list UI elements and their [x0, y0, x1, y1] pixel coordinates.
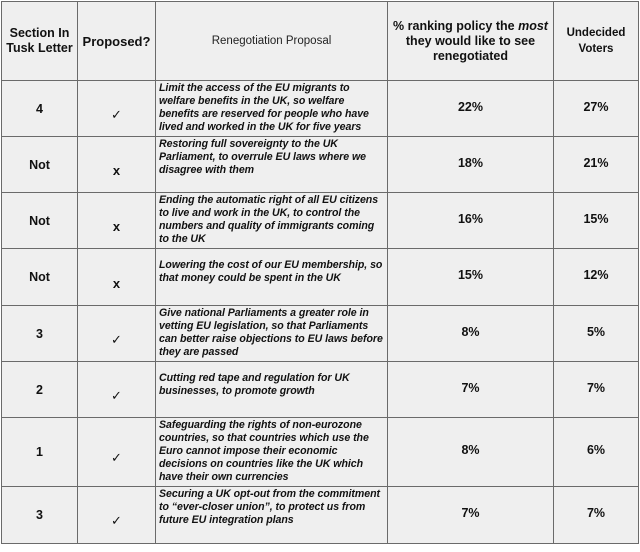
undecided-cell: 15% [553, 192, 639, 249]
proposed-cell: ✓ [77, 417, 156, 487]
undecided-cell: 12% [553, 248, 639, 306]
undecided-cell: 27% [553, 80, 639, 137]
undecided-value: 27% [583, 99, 609, 114]
proposed-mark: ✓ [111, 450, 122, 465]
header-ranking: % ranking policy the most they would lik… [387, 1, 554, 81]
undecided-cell: 6% [553, 417, 639, 487]
ranking-cell: 8% [387, 305, 554, 362]
proposal-cell: Give national Parliaments a greater role… [155, 305, 388, 362]
section-cell: 2 [1, 361, 78, 418]
proposed-cell: ✓ [77, 305, 156, 362]
undecided-cell: 7% [553, 486, 639, 544]
ranking-value: 22% [457, 99, 484, 114]
table-row: Not x Restoring full sovereignty to the … [1, 136, 639, 193]
header-proposed: Proposed? [77, 1, 156, 81]
table-row: 1 ✓ Safeguarding the rights of non-euroz… [1, 417, 639, 487]
header-section: Section In Tusk Letter [1, 1, 78, 81]
proposed-mark: x [112, 219, 121, 234]
proposal-cell: Limit the access of the EU migrants to w… [155, 80, 388, 137]
undecided-value: 21% [583, 155, 609, 170]
proposal-cell: Cutting red tape and regulation for UK b… [155, 361, 388, 418]
ranking-cell: 18% [387, 136, 554, 193]
undecided-value: 15% [583, 211, 609, 226]
section-cell: 3 [1, 486, 78, 544]
ranking-cell: 15% [387, 248, 554, 306]
ranking-cell: 16% [387, 192, 554, 249]
ranking-value: 8% [461, 324, 480, 339]
ranking-value: 16% [457, 211, 484, 226]
proposed-cell: ✓ [77, 486, 156, 544]
proposal-cell: Lowering the cost of our EU membership, … [155, 248, 388, 306]
proposed-mark: ✓ [111, 106, 122, 122]
ranking-cell: 7% [387, 361, 554, 418]
table-row: 4 ✓ Limit the access of the EU migrants … [1, 80, 639, 137]
table-row: Not x Lowering the cost of our EU member… [1, 248, 639, 306]
header-proposal: Renegotiation Proposal [155, 1, 388, 81]
header-undecided: Undecided Voters [553, 1, 639, 81]
proposal-cell: Securing a UK opt-out from the commitmen… [155, 486, 388, 544]
proposal-cell: Restoring full sovereignty to the UK Par… [155, 136, 388, 193]
proposed-mark: ✓ [111, 331, 122, 347]
proposed-cell: ✓ [77, 80, 156, 137]
undecided-value: 5% [586, 324, 606, 339]
undecided-value: 7% [586, 506, 606, 520]
undecided-cell: 5% [553, 305, 639, 362]
proposal-cell: Ending the automatic right of all EU cit… [155, 192, 388, 249]
table-row: 3 ✓ Give national Parliaments a greater … [1, 305, 639, 362]
header-ranking-before: % ranking policy the [393, 18, 519, 33]
undecided-cell: 7% [553, 361, 639, 418]
ranking-cell: 22% [387, 80, 554, 137]
proposed-cell: x [77, 248, 156, 306]
header-row: Section In Tusk Letter Proposed? Renegot… [1, 1, 639, 81]
ranking-value: 15% [457, 268, 484, 282]
proposed-mark: ✓ [111, 387, 122, 403]
section-cell: Not [1, 248, 78, 306]
ranking-value: 8% [461, 443, 480, 457]
undecided-value: 12% [583, 268, 609, 282]
proposed-mark: x [112, 163, 121, 178]
section-cell: 1 [1, 417, 78, 487]
proposed-cell: x [77, 136, 156, 193]
proposed-mark: x [112, 275, 121, 291]
table-row: Not x Ending the automatic right of all … [1, 192, 639, 249]
section-cell: 3 [1, 305, 78, 362]
section-cell: 4 [1, 80, 78, 137]
ranking-value: 7% [461, 380, 480, 395]
table-row: 2 ✓ Cutting red tape and regulation for … [1, 361, 639, 418]
undecided-value: 6% [586, 443, 606, 457]
header-ranking-emphasis: most [518, 18, 548, 33]
undecided-cell: 21% [553, 136, 639, 193]
ranking-cell: 7% [387, 486, 554, 544]
table-row: 3 ✓ Securing a UK opt-out from the commi… [1, 486, 639, 544]
ranking-value: 7% [461, 506, 480, 520]
proposal-cell: Safeguarding the rights of non-eurozone … [155, 417, 388, 487]
proposed-cell: x [77, 192, 156, 249]
proposed-cell: ✓ [77, 361, 156, 418]
ranking-value: 18% [457, 155, 484, 170]
header-ranking-after: they would like to see renegotiated [405, 33, 536, 63]
proposed-mark: ✓ [111, 513, 122, 528]
section-cell: Not [1, 136, 78, 193]
undecided-value: 7% [586, 380, 606, 395]
section-cell: Not [1, 192, 78, 249]
ranking-cell: 8% [387, 417, 554, 487]
